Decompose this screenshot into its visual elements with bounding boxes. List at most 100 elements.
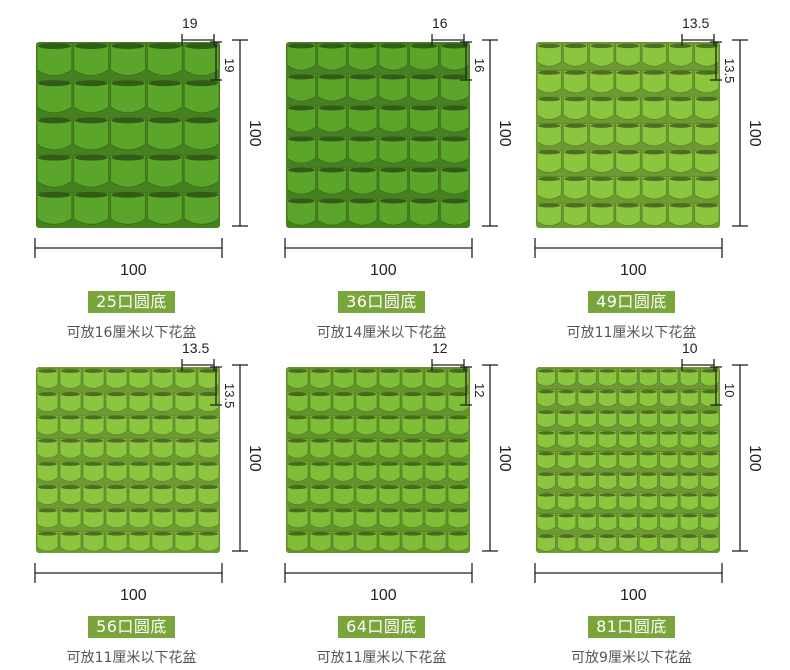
pocket — [557, 368, 577, 387]
pocket — [536, 176, 562, 200]
pocket — [110, 43, 146, 76]
pocket — [286, 198, 316, 226]
pot-size-note: 可放16厘米以下花盆 — [66, 325, 197, 341]
pocket — [197, 531, 220, 552]
pocket — [355, 484, 378, 505]
pocket — [105, 368, 128, 389]
pocket — [577, 534, 597, 552]
pocket — [615, 149, 641, 173]
pocket — [557, 430, 577, 449]
dimension-lines — [34, 359, 248, 583]
pocket — [557, 389, 577, 408]
pocket — [401, 438, 424, 459]
pocket-count-badge: 81口圆底 — [500, 616, 763, 638]
pocket — [615, 176, 641, 200]
pocket — [82, 368, 105, 389]
pocket — [197, 508, 220, 529]
pocket-count-badge: 56口圆底 — [0, 616, 263, 638]
pocket — [147, 155, 183, 188]
planter-diagram: 19 19 100 100 — [34, 15, 263, 279]
pocket — [562, 43, 588, 67]
pocket — [286, 167, 316, 195]
pocket — [577, 451, 597, 470]
pocket — [128, 531, 151, 552]
pocket — [409, 43, 439, 71]
pocket — [110, 155, 146, 188]
pocket — [694, 149, 720, 173]
pocket — [36, 415, 59, 436]
pocket — [641, 43, 667, 67]
pocket-width-label: 16 — [432, 15, 448, 31]
pocket — [378, 167, 408, 195]
pocket — [694, 96, 720, 120]
pocket — [700, 472, 720, 490]
pocket — [332, 461, 355, 482]
pocket — [589, 96, 615, 120]
pocket — [700, 492, 720, 511]
pocket — [147, 192, 183, 225]
pocket — [668, 43, 694, 67]
pocket — [659, 430, 679, 449]
pocket — [668, 176, 694, 200]
pocket — [679, 451, 699, 470]
pocket — [562, 70, 588, 94]
pocket — [378, 508, 401, 529]
pocket — [197, 484, 220, 505]
pocket — [317, 43, 347, 71]
pocket — [151, 461, 174, 482]
dimension-lines — [534, 359, 748, 583]
pocket-count-badge: 36口圆底 — [250, 291, 513, 313]
pocket — [286, 74, 316, 102]
pocket — [562, 123, 588, 147]
pocket — [536, 149, 562, 173]
pocket — [401, 484, 424, 505]
pocket — [447, 531, 470, 552]
pocket — [659, 389, 679, 408]
pocket — [668, 149, 694, 173]
pocket — [36, 391, 59, 412]
pocket — [536, 96, 562, 120]
pocket — [332, 438, 355, 459]
pocket — [557, 472, 577, 490]
pocket — [105, 415, 128, 436]
pocket — [659, 472, 679, 490]
pocket — [638, 513, 658, 532]
pocket — [638, 430, 658, 449]
pocket — [659, 513, 679, 532]
pocket — [659, 451, 679, 470]
pocket — [378, 368, 401, 389]
pocket — [615, 96, 641, 120]
pocket — [378, 484, 401, 505]
pocket — [128, 391, 151, 412]
pocket — [197, 461, 220, 482]
product-card: 12 12 100 100 64口圆底 可放11厘米以下花盆 — [250, 325, 513, 666]
planter-bag-image — [36, 367, 220, 553]
pot-size-note: 可放11厘米以下花盆 — [566, 325, 697, 341]
pocket — [332, 391, 355, 412]
pocket — [638, 389, 658, 408]
planter-diagram: 13.5 13.5 100 100 — [34, 340, 263, 604]
dimension-lines — [284, 34, 498, 258]
pocket — [638, 492, 658, 511]
pocket — [105, 484, 128, 505]
pocket — [618, 513, 638, 532]
pocket — [286, 484, 309, 505]
pocket — [174, 368, 197, 389]
pocket — [659, 492, 679, 511]
pocket — [440, 198, 470, 226]
pocket — [557, 492, 577, 511]
pocket — [317, 167, 347, 195]
product-card: 13.5 13.5 100 100 49口圆底 可放11厘米以下花盆 — [500, 0, 763, 341]
pocket — [700, 389, 720, 408]
width-label: 100 — [370, 587, 397, 604]
pocket — [82, 391, 105, 412]
pot-size-note: 可放14厘米以下花盆 — [316, 325, 447, 341]
pocket — [286, 531, 309, 552]
pocket — [82, 531, 105, 552]
pocket — [577, 513, 597, 532]
pocket — [679, 513, 699, 532]
pocket — [562, 149, 588, 173]
pocket — [679, 534, 699, 552]
pocket — [36, 192, 73, 225]
pocket — [401, 391, 424, 412]
